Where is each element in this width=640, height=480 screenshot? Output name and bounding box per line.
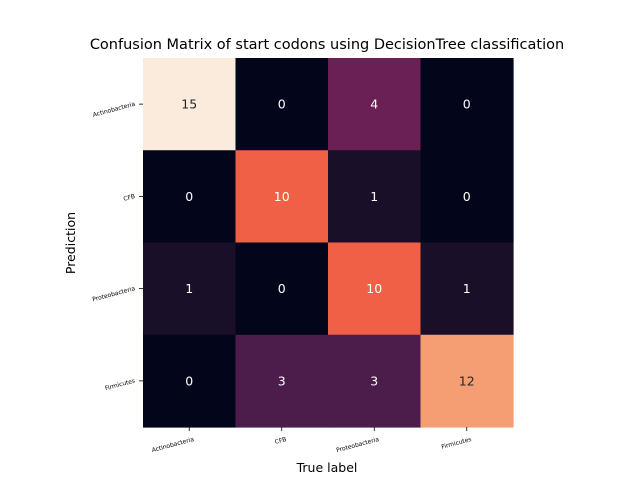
heatmap-cell (328, 334, 422, 428)
cell-value-label: 0 (185, 373, 193, 388)
cell-value-label: 3 (370, 373, 378, 388)
cell-value-label: 0 (463, 189, 471, 204)
heatmap-cell (328, 58, 422, 151)
cell-value-label: 0 (278, 97, 286, 112)
heatmap-cell (420, 150, 514, 244)
chart-title: Confusion Matrix of start codons using D… (90, 37, 564, 53)
y-axis-label: Prediction (63, 212, 78, 274)
cell-value-label: 3 (278, 373, 286, 388)
heatmap-cell (235, 150, 329, 244)
x-axis-ticks: Actinobacteria CFB Proteobacteria Firmicute… (151, 427, 472, 454)
x-tick-label: Firmicutes (441, 436, 473, 451)
heatmap-cell (328, 150, 422, 244)
x-axis-label: True label (296, 460, 358, 475)
heatmap-cell (235, 58, 329, 151)
y-tick-label: CFB (123, 193, 136, 203)
heatmap-cells: 15 0 4 00 10 1 01 0 10 10 3 3 12 (143, 58, 514, 428)
x-tick-label: CFB (274, 436, 287, 446)
cell-value-label: 10 (366, 281, 382, 296)
heatmap-cell (143, 58, 237, 151)
heatmap-cell (235, 242, 329, 336)
cell-value-label: 12 (459, 373, 475, 388)
cell-value-label: 0 (278, 281, 286, 296)
cell-value-label: 15 (181, 97, 197, 112)
cell-value-label: 0 (463, 97, 471, 112)
y-tick-label: Firmicutes (104, 377, 136, 392)
y-tick-label: Actinobacteria (92, 101, 136, 119)
cell-value-label: 1 (185, 281, 193, 296)
heatmap-cell (143, 242, 237, 336)
cell-value-label: 4 (370, 97, 378, 112)
cell-value-label: 1 (463, 281, 471, 296)
cell-value-label: 0 (185, 189, 193, 204)
heatmap-cell (143, 334, 237, 428)
y-tick-label: Proteobacteria (92, 285, 137, 303)
x-tick-label: Actinobacteria (151, 436, 195, 454)
cell-value-label: 1 (370, 189, 378, 204)
y-axis-ticks: Actinobacteria CFB Proteobacteria Firmicute… (92, 101, 143, 392)
heatmap-cell (420, 58, 514, 151)
cell-value-label: 10 (274, 189, 290, 204)
x-tick-label: Proteobacteria (336, 436, 381, 454)
heatmap-cell (420, 334, 514, 428)
heatmap-cell (328, 242, 422, 336)
heatmap-cell (143, 150, 237, 244)
heatmap-cell (235, 334, 329, 428)
heatmap-cell (420, 242, 514, 336)
